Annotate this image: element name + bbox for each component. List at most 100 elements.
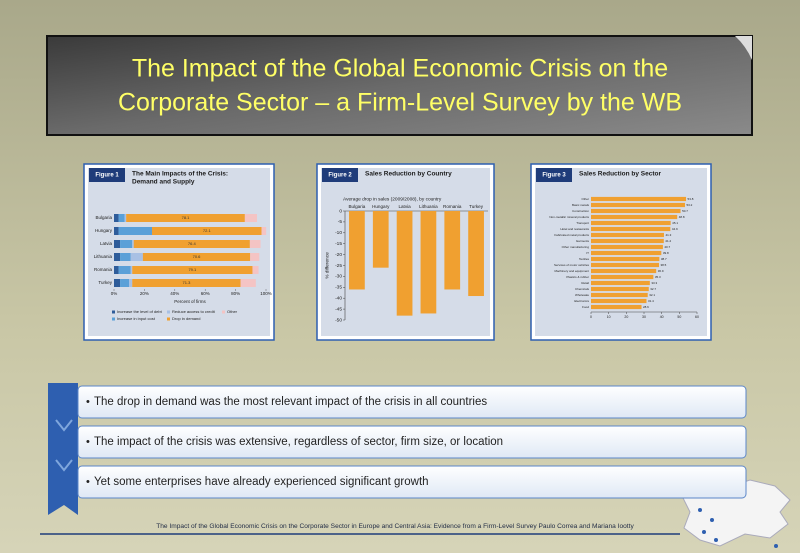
data-label: 41.2	[665, 239, 671, 243]
y-tick-label: -10	[335, 230, 342, 236]
x-tick-label: 40	[660, 315, 664, 319]
bar	[591, 256, 660, 262]
bar-segment	[120, 240, 133, 248]
y-axis-label: % difference	[324, 252, 330, 279]
bar-segment	[152, 227, 262, 235]
category-label: Hungary	[372, 204, 390, 209]
category-label: Lithuania	[94, 254, 113, 259]
category-label: Hungary	[95, 228, 113, 233]
x-tick-label: 20	[624, 315, 628, 319]
legend-label: Increase the level of debt	[117, 309, 163, 314]
category-label: Construction	[572, 209, 589, 213]
chevron-bar	[48, 383, 78, 515]
data-label: 33.3	[651, 281, 657, 285]
data-label: 35.3	[655, 275, 661, 279]
bullet-marker: •	[86, 436, 90, 448]
data-label: 48.8	[679, 215, 685, 219]
bullet-box	[77, 385, 747, 419]
figure-panel	[88, 168, 270, 336]
bullet-text: Yet some enterprises have already experi…	[94, 476, 429, 488]
category-label: Services of motor vehicles	[554, 263, 590, 267]
bar	[591, 274, 654, 280]
x-tick-label: 60%	[201, 291, 210, 296]
bar	[591, 196, 687, 202]
bar-segment	[250, 253, 260, 261]
bar-segment	[132, 266, 253, 274]
data-label: 38.5	[661, 263, 667, 267]
bar-segment	[120, 253, 131, 261]
bar	[591, 292, 648, 298]
category-label: Turkey	[98, 280, 112, 285]
figure-title: Sales Reduction by Country	[365, 171, 452, 178]
y-tick-label: -40	[335, 295, 342, 301]
data-label: 45.1	[672, 221, 678, 225]
bar-segment	[133, 240, 250, 248]
category-label: Chemicals	[575, 287, 590, 291]
footer: The Impact of the Global Economic Crisis…	[156, 523, 634, 530]
bullet-marker: •	[86, 396, 90, 408]
bar	[591, 244, 663, 250]
category-label: Bulgaria	[348, 204, 365, 209]
figure-label-box	[322, 168, 358, 182]
bar	[396, 211, 413, 316]
bar-segment	[120, 279, 130, 287]
y-tick-label: -45	[335, 306, 342, 312]
category-label: Latvia	[398, 204, 411, 209]
x-tick-label: 20%	[140, 291, 149, 296]
y-tick-label: -20	[335, 252, 342, 258]
bar	[591, 214, 678, 220]
x-tick-label: 60	[695, 315, 699, 319]
category-label: Other manufacturing	[562, 245, 590, 249]
legend-swatch	[167, 310, 170, 314]
category-label: Hotel and restaurants	[560, 227, 589, 231]
bullet-marker: •	[86, 476, 90, 488]
bar-segment	[114, 240, 121, 248]
category-label: Wholesale	[575, 293, 589, 297]
bar-segment	[244, 214, 258, 222]
bullet-text: The drop in demand was the most relevant…	[94, 396, 487, 408]
x-tick-label: 10	[607, 315, 611, 319]
data-label: 38.7	[661, 257, 667, 261]
category-label: Food	[582, 305, 589, 309]
bar-segment	[132, 240, 134, 248]
data-label: 32.1	[649, 293, 655, 297]
title-box	[46, 35, 753, 136]
data-label: 70.6	[193, 254, 202, 259]
bar	[591, 220, 671, 226]
data-label: 79.1	[188, 267, 197, 272]
data-label: 31.4	[648, 299, 654, 303]
bar	[591, 286, 649, 292]
bar-segment	[126, 214, 245, 222]
legend-swatch	[112, 317, 115, 321]
y-tick-label: -30	[335, 274, 342, 280]
bar-segment	[114, 266, 119, 274]
x-tick-label: 30	[642, 315, 646, 319]
data-label: 36.9	[658, 269, 664, 273]
x-axis-label: Percent of firms	[174, 299, 206, 304]
y-tick-label: -15	[335, 241, 342, 247]
title-line: Corporate Sector – a Firm-Level Survey b…	[118, 89, 682, 117]
category-label: Romania	[94, 267, 113, 272]
y-tick-label: 0	[339, 208, 342, 214]
bar-segment	[130, 266, 133, 274]
legend-label: Increase in input cost	[117, 316, 156, 321]
data-label: 76.4	[188, 241, 197, 246]
bar-segment	[261, 227, 267, 235]
bar-segment	[118, 227, 152, 235]
category-label: IT	[586, 251, 589, 255]
bar-segment	[118, 266, 131, 274]
bar	[591, 232, 664, 238]
bar	[591, 208, 681, 214]
bar-segment	[129, 279, 133, 287]
bullet-box	[77, 465, 747, 499]
data-label: 28.6	[643, 305, 649, 309]
category-label: Fabricated metal products	[554, 233, 589, 237]
bar-segment	[240, 279, 256, 287]
bar-segment	[252, 266, 259, 274]
bar	[591, 238, 664, 244]
figure-label: Figure 3	[542, 173, 566, 179]
page-curl	[735, 36, 752, 60]
bar	[591, 202, 685, 208]
figure-subtitle: Average drop in sales (2009/2008), by co…	[343, 196, 442, 202]
data-label: 44.9	[672, 227, 678, 231]
